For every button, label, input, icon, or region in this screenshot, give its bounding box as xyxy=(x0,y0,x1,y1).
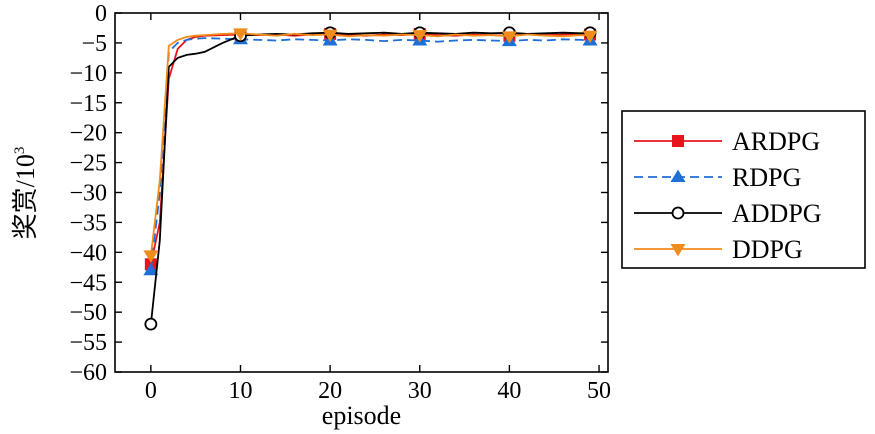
series-line-ddpg xyxy=(150,32,591,256)
x-axis-title: episode xyxy=(322,401,401,430)
y-tick-label: −25 xyxy=(69,151,107,177)
data-point-marker xyxy=(143,262,159,276)
series-addpg xyxy=(144,26,597,331)
plot-frame xyxy=(114,12,609,373)
data-point-marker xyxy=(670,169,686,182)
series-line-rdpg xyxy=(150,37,591,271)
legend-item-ddpg: DDPG xyxy=(634,235,803,264)
y-axis-title-sup: 3 xyxy=(12,147,28,155)
data-point-marker xyxy=(501,31,517,44)
legend-label: ADDPG xyxy=(732,199,822,228)
data-point-marker xyxy=(672,135,684,147)
data-point-marker xyxy=(671,206,685,220)
x-tick-label: 0 xyxy=(145,378,157,404)
data-point-marker xyxy=(412,30,428,43)
legend-label: DDPG xyxy=(732,235,803,264)
series-rdpg xyxy=(143,31,598,276)
y-tick-label: −35 xyxy=(69,210,107,236)
y-tick-label: 0 xyxy=(95,1,107,27)
axes: 0 10 20 30 40 50 0 −5 −10 −15 −20 −25 −30 −35 −40 −45 −5… xyxy=(11,1,611,430)
data-point-marker xyxy=(143,250,159,263)
series-ardpg xyxy=(144,27,597,271)
y-tick-label: −40 xyxy=(69,240,107,266)
y-tick-label: −50 xyxy=(69,300,107,326)
series-line-ardpg xyxy=(150,32,591,265)
legend-item-ardpg: ARDPG xyxy=(634,127,820,156)
legend-item-addpg: ADDPG xyxy=(634,199,822,228)
y-tick-label: −55 xyxy=(69,330,107,356)
y-axis-title: 奖赏/103 xyxy=(11,147,40,240)
legend: ARDPG RDPG ADDPG DDPG xyxy=(621,110,866,269)
legend-label: ARDPG xyxy=(732,127,820,156)
y-tick-label: −15 xyxy=(69,91,107,117)
y-tick-label: −60 xyxy=(69,360,107,386)
x-tick-label: 20 xyxy=(318,378,342,404)
data-point-marker xyxy=(670,244,686,257)
y-tick-label: −45 xyxy=(69,270,107,296)
legend-label: RDPG xyxy=(732,163,801,192)
series-ddpg xyxy=(143,28,598,263)
y-tick-label: −30 xyxy=(69,181,107,207)
x-tick-label: 30 xyxy=(408,378,432,404)
series-group xyxy=(143,26,598,331)
data-point-marker xyxy=(233,28,248,41)
data-point-marker xyxy=(144,317,158,331)
y-axis-title-main: 奖赏/10 xyxy=(11,154,40,239)
y-tick-label: −20 xyxy=(69,121,107,147)
legend-item-rdpg: RDPG xyxy=(634,163,801,192)
data-point-marker xyxy=(322,29,338,42)
y-tick-label: −10 xyxy=(69,61,107,87)
data-point-marker xyxy=(582,30,598,44)
legend-box xyxy=(621,110,866,269)
x-tick-label: 50 xyxy=(587,378,611,404)
series-line-addpg xyxy=(150,31,591,325)
x-tick-label: 40 xyxy=(497,378,521,404)
y-tick-label: −5 xyxy=(81,31,107,57)
x-tick-label: 10 xyxy=(228,378,252,404)
